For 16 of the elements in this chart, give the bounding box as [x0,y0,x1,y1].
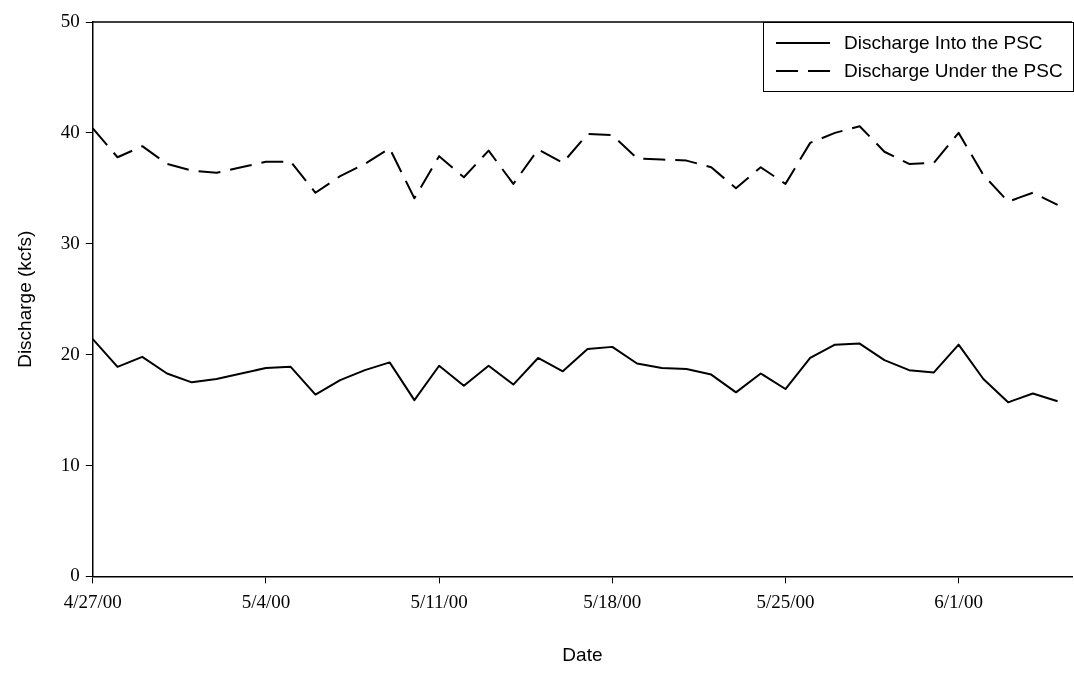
x-axis-title: Date [562,643,603,665]
x-tick-label: 5/4/00 [241,590,291,612]
x-tick-label: 5/25/00 [756,590,815,612]
x-tick-label: 6/1/00 [934,590,983,612]
y-tick-label: 30 [60,231,80,253]
y-tick-label: 50 [60,9,80,31]
y-axis-title: Discharge (kcfs) [13,230,35,368]
y-tick-label: 10 [60,453,80,475]
y-tick-label: 20 [60,342,80,364]
x-tick-label: 5/18/00 [583,590,642,612]
legend-label: Discharge Into the PSC [844,32,1043,54]
y-tick-label: 40 [60,120,80,142]
x-tick-label: 5/11/00 [410,590,468,612]
legend-label: Discharge Under the PSC [844,60,1063,82]
y-tick-label: 0 [70,564,80,586]
x-tick-label: 4/27/00 [63,590,122,612]
